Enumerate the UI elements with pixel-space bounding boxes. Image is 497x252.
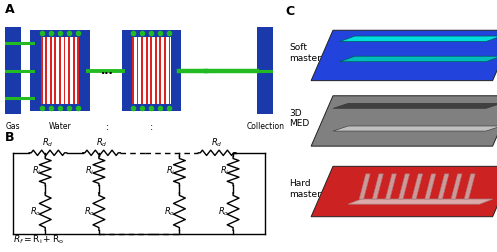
Bar bbox=[41, 37, 43, 104]
Text: B: B bbox=[5, 131, 14, 144]
Bar bbox=[257, 27, 273, 114]
Text: Collection: Collection bbox=[247, 122, 284, 131]
Bar bbox=[155, 37, 157, 104]
Text: 3D
MED: 3D MED bbox=[289, 109, 310, 128]
Bar bbox=[137, 37, 139, 104]
Text: $R_i$: $R_i$ bbox=[32, 165, 41, 177]
Text: C: C bbox=[285, 5, 294, 18]
Polygon shape bbox=[372, 174, 383, 199]
Text: A: A bbox=[5, 3, 14, 16]
Text: ...: ... bbox=[101, 66, 114, 76]
Text: Water: Water bbox=[49, 122, 72, 131]
Bar bbox=[170, 30, 181, 111]
Bar bbox=[5, 27, 21, 114]
Bar bbox=[30, 30, 41, 111]
Text: Soft
master: Soft master bbox=[289, 43, 321, 62]
Bar bbox=[160, 37, 162, 104]
Polygon shape bbox=[339, 56, 497, 62]
Bar bbox=[132, 37, 134, 104]
Text: :: : bbox=[106, 122, 109, 132]
Bar bbox=[50, 37, 52, 104]
Polygon shape bbox=[412, 174, 422, 199]
Bar bbox=[68, 37, 70, 104]
Polygon shape bbox=[399, 174, 410, 199]
Polygon shape bbox=[348, 199, 493, 204]
Bar bbox=[55, 37, 56, 104]
Bar bbox=[30, 30, 89, 37]
Bar bbox=[146, 37, 148, 104]
Text: $R_i$: $R_i$ bbox=[220, 165, 229, 177]
Polygon shape bbox=[311, 30, 497, 81]
Bar bbox=[80, 30, 89, 111]
Text: $R_o$: $R_o$ bbox=[218, 205, 229, 218]
Bar bbox=[64, 37, 66, 104]
Text: $R_d$: $R_d$ bbox=[42, 136, 54, 149]
Bar bbox=[73, 37, 75, 104]
Polygon shape bbox=[464, 174, 475, 199]
Text: $R_o$: $R_o$ bbox=[30, 205, 41, 218]
Text: :: : bbox=[150, 122, 153, 132]
Polygon shape bbox=[311, 166, 497, 217]
Polygon shape bbox=[333, 126, 497, 131]
Polygon shape bbox=[311, 96, 497, 146]
Text: Hard
master: Hard master bbox=[289, 179, 321, 199]
Polygon shape bbox=[359, 174, 370, 199]
Text: $R_f = \rm{R_i} + \rm{R_o}$: $R_f = \rm{R_i} + \rm{R_o}$ bbox=[13, 233, 64, 246]
Text: $R_i$: $R_i$ bbox=[85, 165, 95, 177]
Polygon shape bbox=[339, 36, 497, 42]
Text: $R_d$: $R_d$ bbox=[211, 136, 223, 149]
Bar bbox=[78, 37, 79, 104]
Bar bbox=[150, 37, 152, 104]
Polygon shape bbox=[386, 174, 397, 199]
Bar bbox=[141, 37, 143, 104]
Text: $R_i$: $R_i$ bbox=[166, 165, 175, 177]
Bar bbox=[122, 104, 181, 111]
Polygon shape bbox=[451, 174, 462, 199]
Bar bbox=[122, 30, 132, 111]
Polygon shape bbox=[438, 174, 449, 199]
Bar bbox=[59, 37, 61, 104]
Text: $R_o$: $R_o$ bbox=[83, 205, 95, 218]
Text: Gas: Gas bbox=[5, 122, 20, 131]
Bar bbox=[122, 30, 181, 37]
Bar bbox=[168, 37, 170, 104]
Polygon shape bbox=[425, 174, 436, 199]
Bar bbox=[45, 37, 47, 104]
Bar bbox=[30, 104, 89, 111]
Polygon shape bbox=[333, 103, 497, 108]
Text: $R_o$: $R_o$ bbox=[164, 205, 175, 218]
Bar bbox=[164, 37, 166, 104]
Text: $R_d$: $R_d$ bbox=[96, 136, 107, 149]
